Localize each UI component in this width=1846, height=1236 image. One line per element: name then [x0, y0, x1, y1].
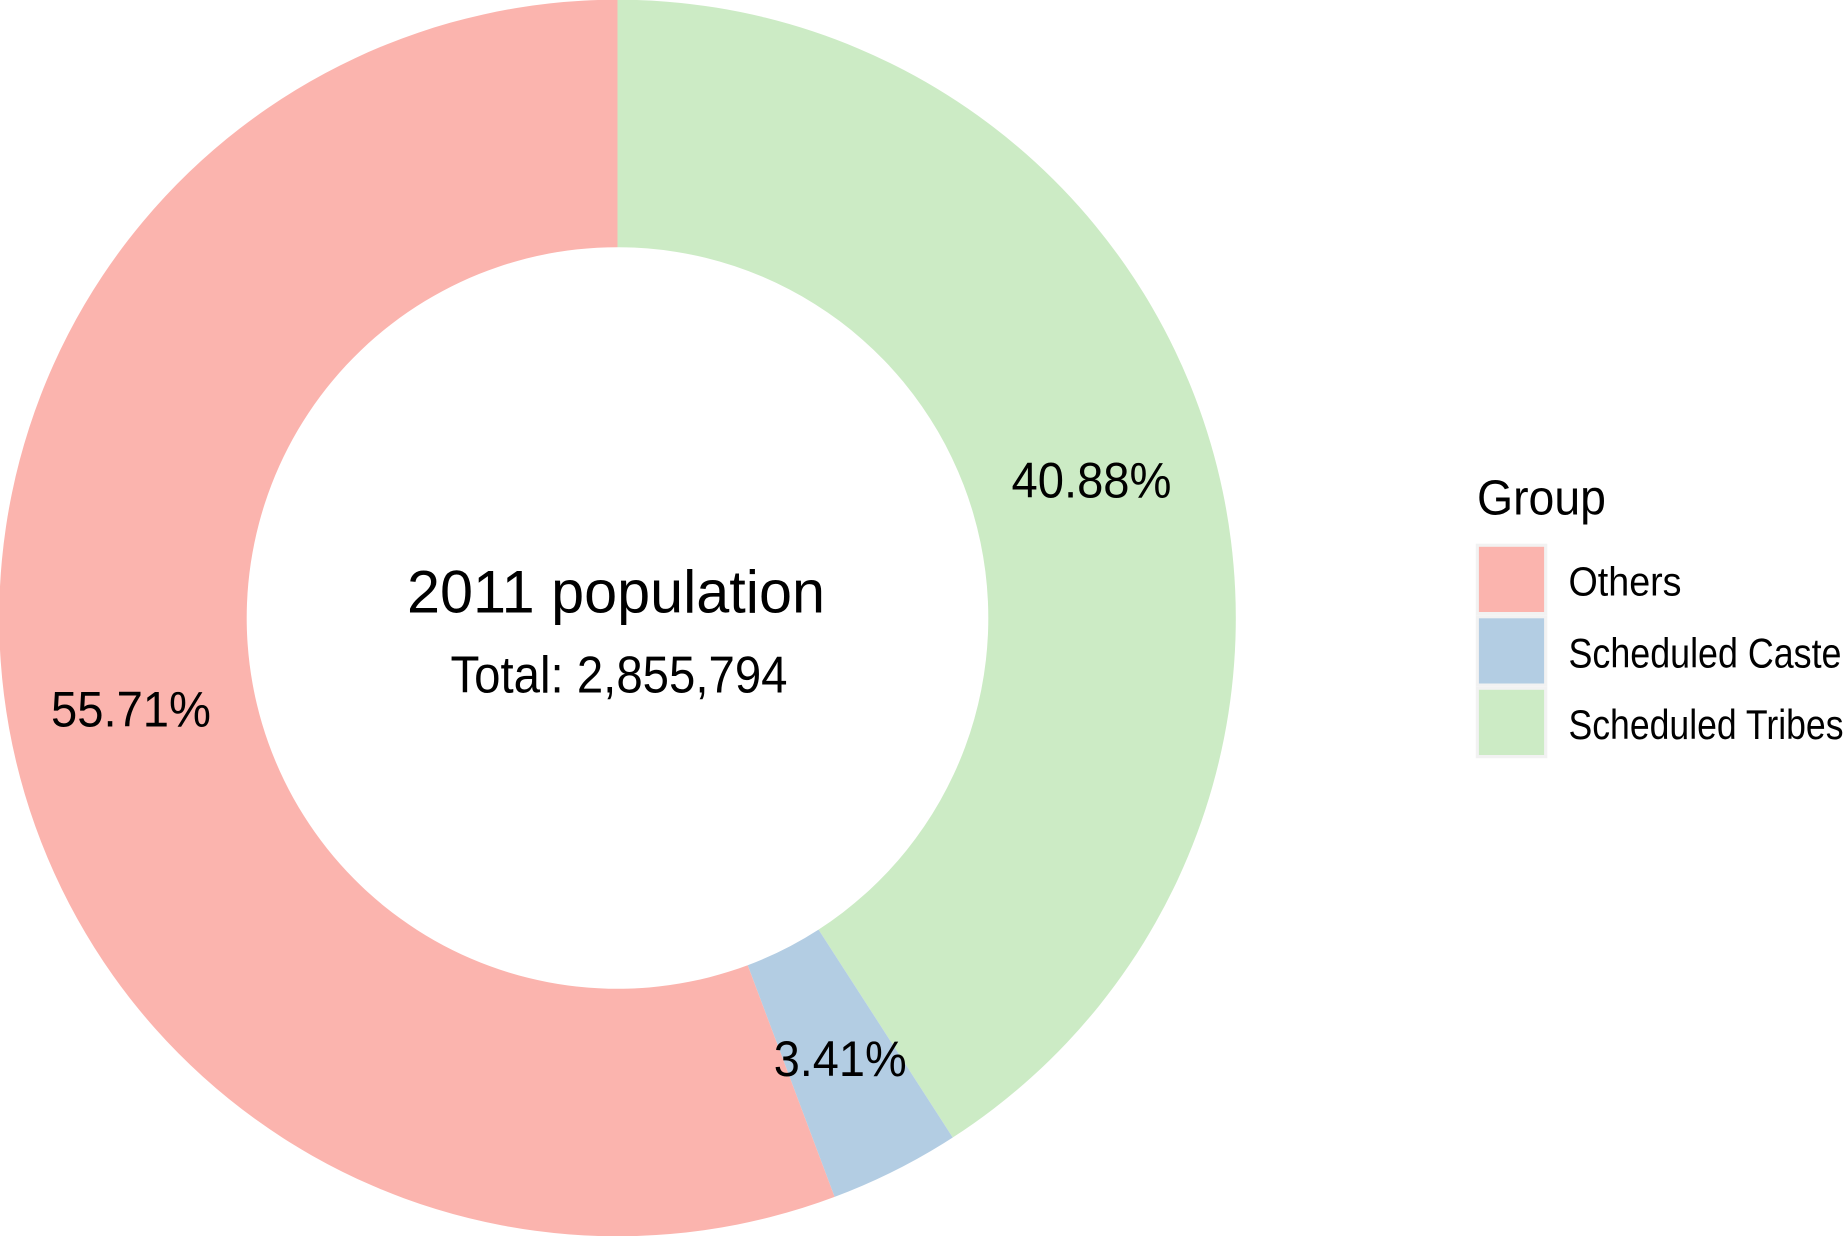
svg-text:2011 population: 2011 population — [407, 558, 825, 626]
svg-text:Group: Group — [1477, 471, 1606, 526]
svg-text:Others: Others — [1569, 559, 1682, 605]
svg-text:Scheduled Tribes: Scheduled Tribes — [1569, 701, 1844, 748]
svg-text:55.71%: 55.71% — [51, 681, 211, 737]
svg-text:40.88%: 40.88% — [1012, 452, 1172, 508]
svg-text:Total: 2,855,794: Total: 2,855,794 — [451, 645, 788, 703]
svg-text:Scheduled Caste: Scheduled Caste — [1569, 630, 1842, 677]
svg-text:3.41%: 3.41% — [774, 1031, 907, 1087]
